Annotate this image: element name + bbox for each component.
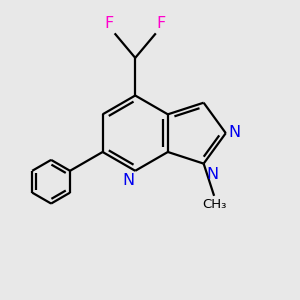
Text: CH₃: CH₃ [202, 198, 226, 211]
Text: N: N [229, 125, 241, 140]
Text: N: N [122, 173, 134, 188]
Text: N: N [207, 167, 219, 182]
Text: F: F [157, 16, 166, 32]
Text: F: F [104, 16, 114, 32]
